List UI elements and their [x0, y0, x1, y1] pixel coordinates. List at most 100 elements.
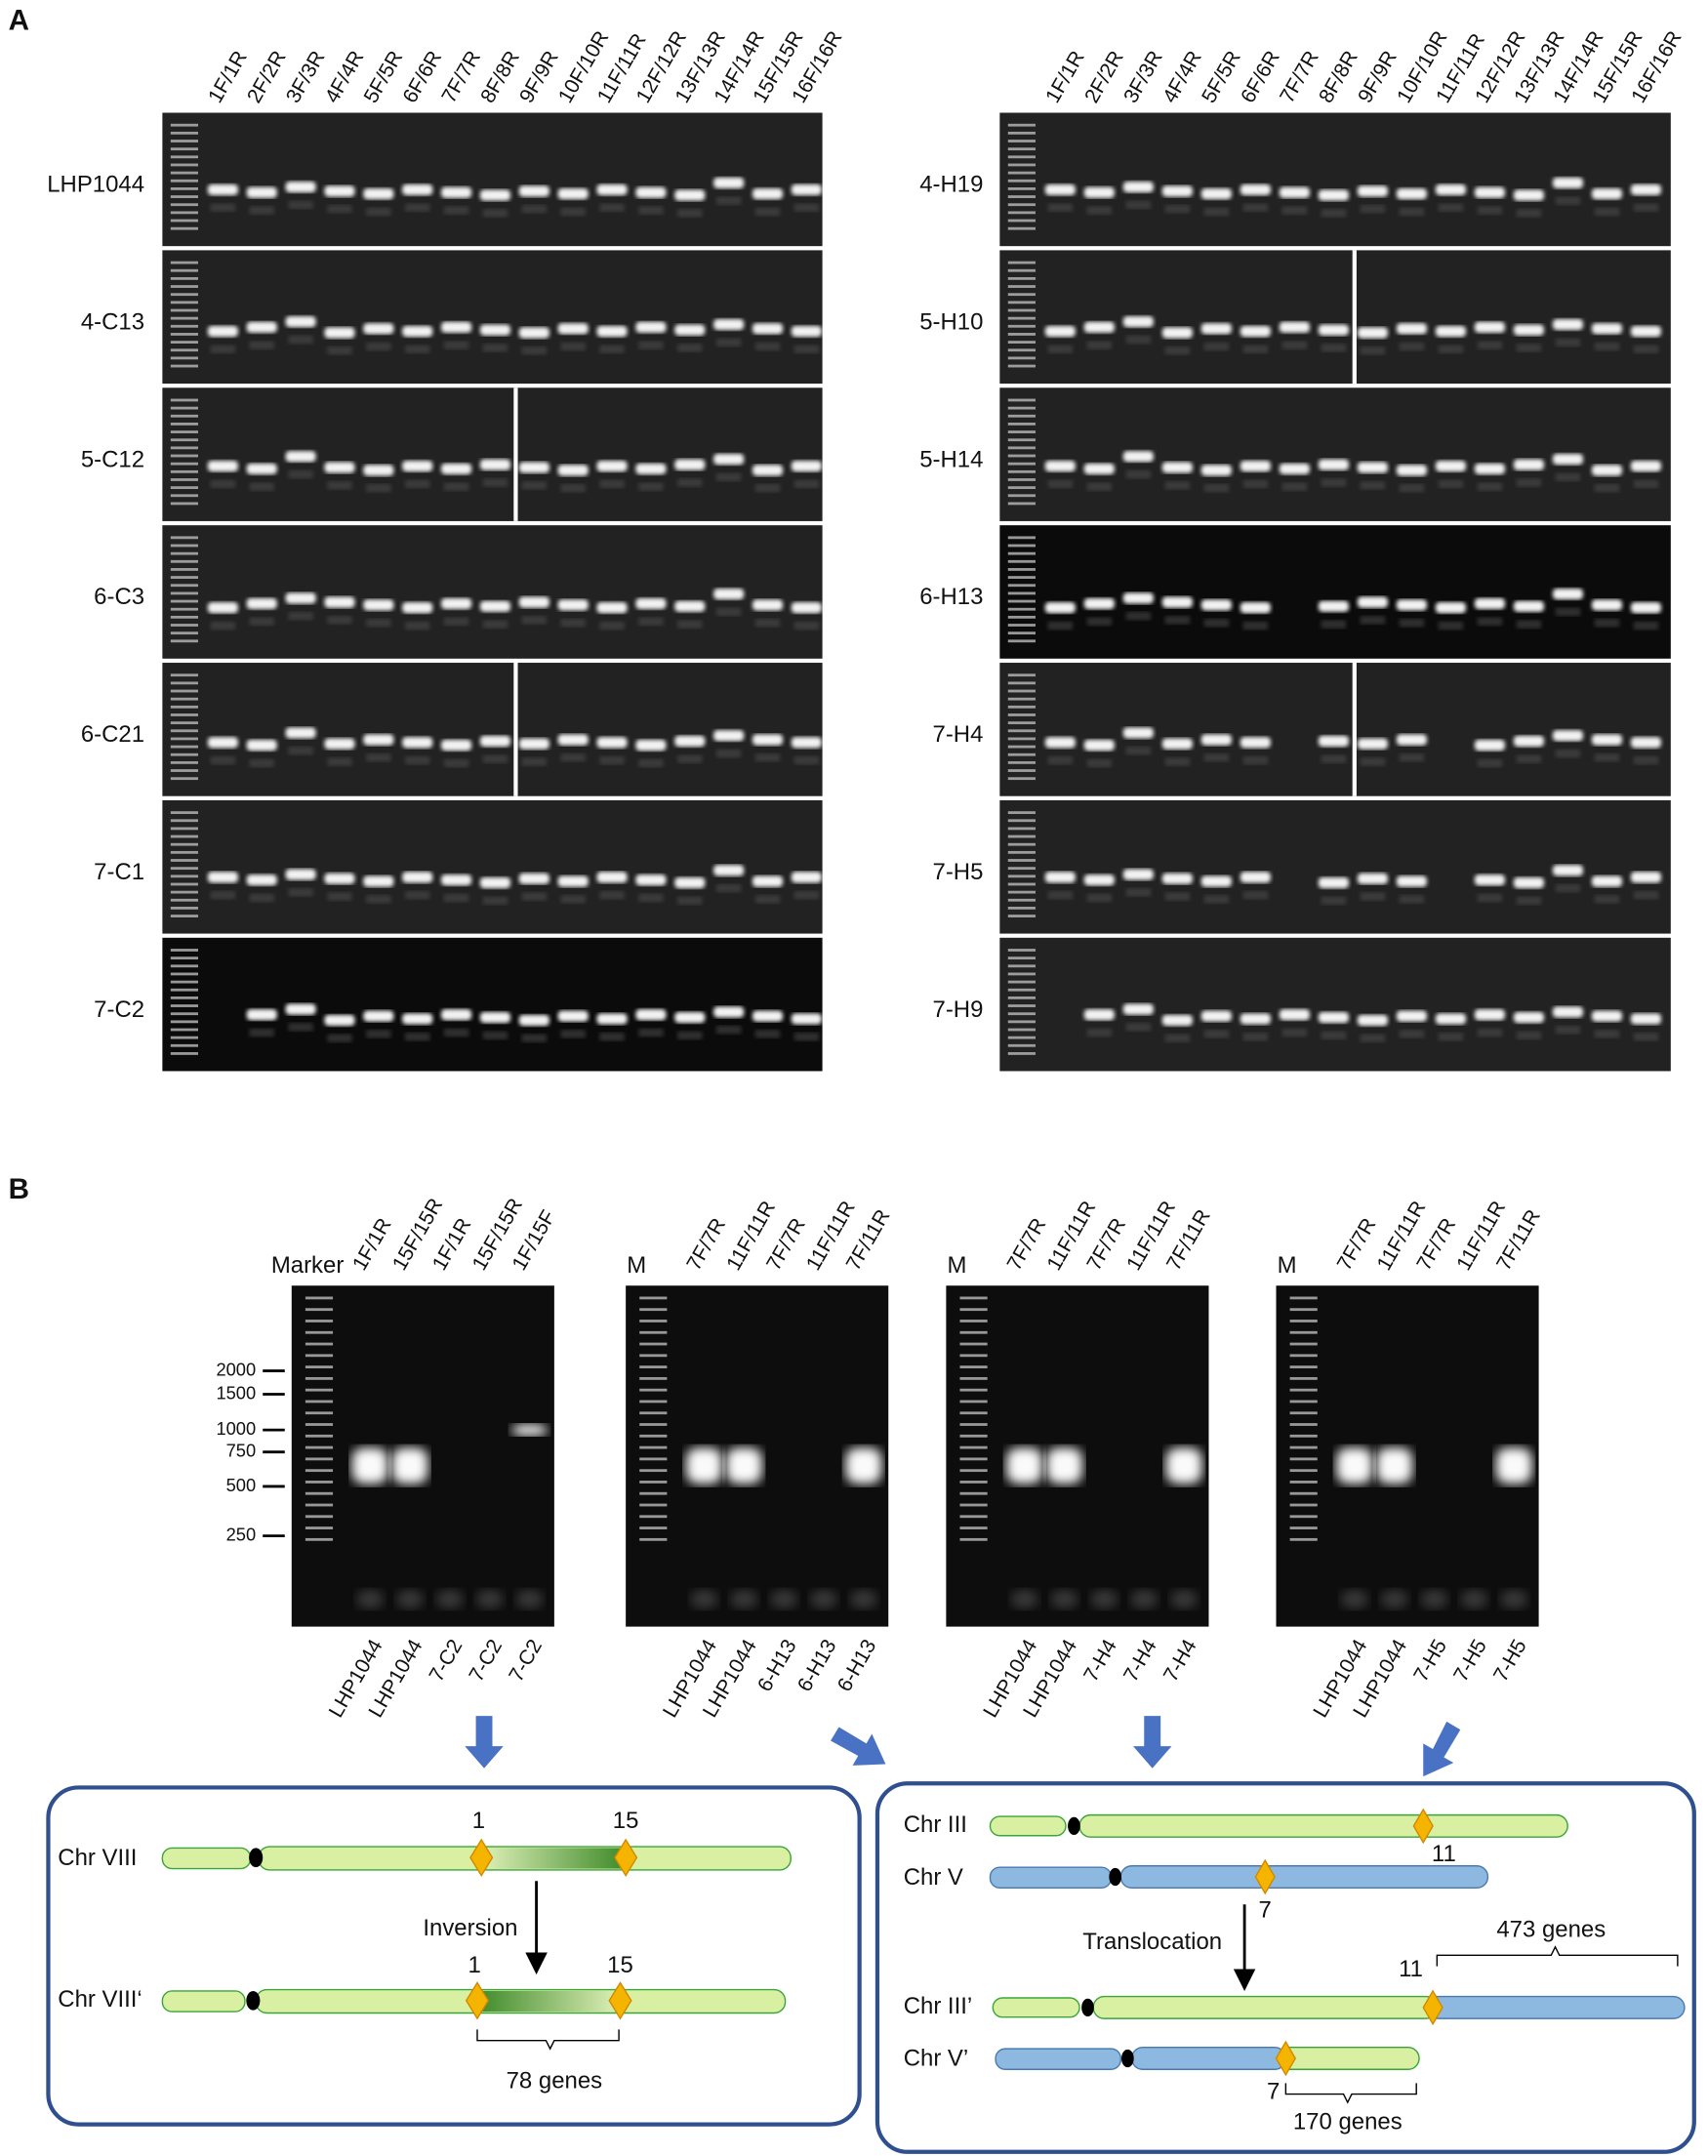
ladder-band [1007, 1004, 1036, 1007]
ladder-band [1007, 502, 1036, 506]
ladder-band [1007, 713, 1036, 716]
ladder-band [170, 1028, 199, 1032]
band [1240, 872, 1271, 883]
band [596, 872, 628, 883]
smear [638, 893, 664, 903]
band [1357, 185, 1388, 197]
band [1122, 451, 1154, 463]
ladder-band [170, 842, 199, 846]
smear [1086, 1028, 1113, 1037]
ladder-band [959, 1491, 988, 1495]
sample-label: 7-C1 [94, 859, 144, 885]
smear [560, 483, 586, 493]
band [1630, 325, 1661, 338]
ladder-band [170, 1052, 199, 1055]
lane-label: 3F/3R [282, 47, 330, 106]
primer-dimer [435, 1589, 464, 1609]
ladder-band [1007, 324, 1036, 328]
ladder-band [305, 1423, 334, 1426]
ladder-band [1007, 980, 1036, 984]
band [1044, 325, 1076, 338]
band [1318, 324, 1349, 336]
ladder-band [305, 1537, 334, 1541]
smear [366, 753, 391, 762]
sample-label: 7-H4 [933, 721, 984, 748]
ladder-band [1007, 639, 1036, 643]
band [363, 734, 394, 746]
band [674, 1011, 706, 1024]
ladder-band [170, 123, 199, 127]
band [285, 316, 316, 328]
band [713, 588, 745, 600]
band [1357, 462, 1388, 473]
smear [366, 1030, 391, 1038]
band [1122, 316, 1154, 328]
ladder-band [959, 1457, 988, 1461]
smear [677, 620, 703, 629]
ladder-band [170, 599, 199, 603]
sample-label: 7-C2 [505, 1636, 547, 1686]
ladder-band [959, 1481, 988, 1484]
ladder-band [170, 478, 199, 481]
primer-dimer [1050, 1589, 1078, 1609]
band [479, 189, 510, 201]
smear [1516, 896, 1542, 905]
ladder-band [1007, 203, 1036, 207]
band [1513, 735, 1544, 747]
band [725, 1447, 762, 1485]
ladder-band [170, 398, 199, 402]
ladder-band [170, 875, 199, 878]
band [1161, 1014, 1193, 1026]
ladder-band [959, 1434, 988, 1438]
ladder-band [170, 1004, 199, 1007]
ladder-band [959, 1376, 988, 1380]
band [1513, 324, 1544, 336]
breakpoint [1254, 1858, 1276, 1895]
ladder-band [170, 203, 199, 207]
band [1240, 737, 1271, 749]
ladder-band [170, 1036, 199, 1039]
band [1200, 465, 1232, 476]
smear [1203, 1030, 1230, 1038]
band [635, 597, 667, 610]
ladder-band [170, 163, 199, 167]
band [1552, 588, 1583, 600]
ladder-band [1289, 1308, 1318, 1312]
gel [999, 663, 1671, 796]
band [596, 460, 628, 472]
sample-label: 5-C12 [81, 446, 144, 472]
chromosome-arm [1119, 1865, 1489, 1889]
band [1046, 1447, 1082, 1485]
ladder-band [170, 494, 199, 498]
ladder-band [1007, 760, 1036, 764]
smear [715, 472, 742, 482]
band [1240, 602, 1271, 614]
ladder-band [170, 364, 199, 368]
centromere [1109, 1867, 1122, 1887]
ladder-band [1007, 819, 1036, 823]
band [1474, 463, 1505, 475]
ladder-band [639, 1308, 668, 1312]
smear [1281, 482, 1308, 491]
ladder-band [170, 186, 199, 190]
chromosome-arm [995, 2048, 1122, 2070]
ladder-band [170, 438, 199, 442]
smear [210, 755, 236, 765]
arrows [465, 1716, 1461, 1777]
smear [1086, 341, 1113, 349]
band [518, 1014, 549, 1026]
band [1200, 1010, 1232, 1022]
band [1318, 1011, 1349, 1024]
band [518, 185, 549, 197]
smear [521, 1034, 547, 1042]
smear [638, 482, 664, 491]
band [1513, 600, 1544, 612]
band [674, 735, 706, 747]
ladder-band [305, 1491, 334, 1495]
band [1474, 739, 1505, 752]
band [1435, 602, 1466, 614]
band [1591, 323, 1622, 335]
ladder-band [1007, 268, 1036, 272]
band [596, 602, 628, 614]
ladder-band [1007, 131, 1036, 135]
